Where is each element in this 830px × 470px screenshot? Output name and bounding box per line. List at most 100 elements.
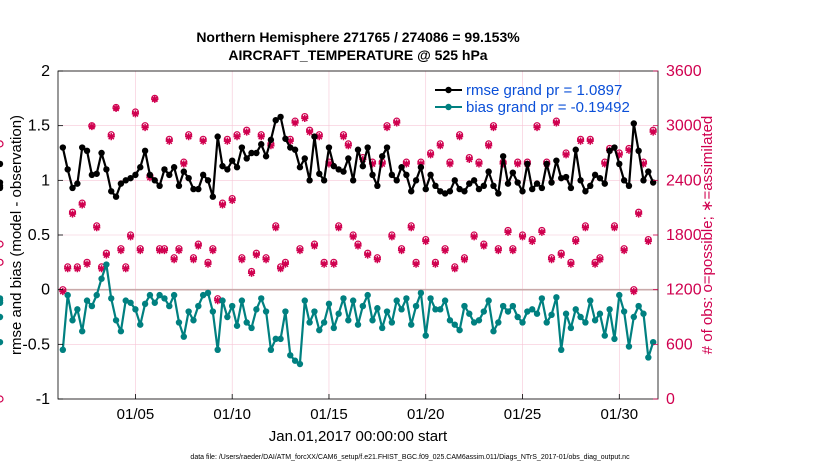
obs-assimilated-point [204,260,212,268]
rmse-point [340,168,347,175]
rmse-point [93,170,100,177]
obs-possible-point [0,140,4,148]
rmse-point [180,168,188,175]
obs-assimilated-point [180,160,188,168]
rmse-point [175,182,183,189]
data-file-footer: data file: /Users/raeder/DAI/ATM_forcXX/… [190,454,630,461]
legend-rmse-marker [445,86,452,94]
bias-point [427,295,434,302]
obs-possible-point [0,240,4,248]
obs-assimilated-point [373,256,381,264]
bias-point [59,346,67,353]
obs-assimilated-point [209,246,217,255]
obs-assimilated-point [88,122,96,131]
obs-assimilated-point [325,160,333,168]
obs-assimilated-point [68,210,77,218]
rmse-point [441,190,449,197]
rmse-point [388,171,396,179]
x-tick-label: 01/10 [213,406,251,423]
bias-point [137,321,144,328]
bias-point [330,324,338,332]
bias-point [403,295,410,302]
obs-possible-point [470,231,478,239]
obs-possible-point [412,258,420,266]
legend-rmse-label: rmse grand pr = 1.0897 [466,82,622,99]
rmse-point [625,182,633,189]
obs-assimilated-point [199,137,207,145]
bias-point [146,291,154,299]
rmse-point [591,171,599,179]
obs-assimilated-point [339,133,348,141]
rmse-point [524,160,531,168]
bias-point [369,317,376,324]
rmse-point [117,180,125,187]
rmse-point [630,120,638,127]
rmse-point [408,188,415,195]
obs-assimilated-point [59,287,67,296]
rmse-point [543,160,550,168]
obs-assimilated-point [238,256,246,264]
obs-assimilated-point [272,224,280,232]
obs-assimilated-point [97,265,106,273]
obs-possible-point [64,263,72,271]
obs-possible-point [518,231,527,239]
obs-assimilated-point [402,160,410,168]
legend: rmse grand pr = 1.0897 bias grand pr = -… [435,82,630,116]
rmse-point [74,180,81,187]
bias-point [548,311,555,319]
obs-possible-point [533,122,541,130]
bias-point [606,306,613,313]
obs-assimilated-point [596,256,604,264]
bias-point [388,319,396,326]
obs-possible-point [349,231,357,239]
rmse-point [596,174,604,182]
obs-assimilated-point [151,95,159,103]
bias-point [233,322,241,329]
obs-assimilated-point [625,146,633,154]
rmse-point [112,193,120,200]
bias-point [190,317,197,324]
rmse-point [359,162,367,170]
rmse-point [166,171,173,179]
y-left-tick-label: 0.5 [28,227,50,244]
bias-point [640,310,647,317]
obs-assimilated-point [107,133,115,141]
obs-assimilated-point [93,224,101,232]
rmse-point [306,177,313,184]
obs-assimilated-point [639,160,648,168]
obs-possible-point [397,245,406,253]
rmse-point [311,133,318,140]
rmse-point [412,177,420,184]
obs-possible-point [306,126,314,134]
bias-point [562,310,570,317]
obs-assimilated-point [330,260,338,268]
rmse-series [0,113,657,200]
rmse-point [572,146,579,153]
obs-assimilated-point [102,251,110,259]
obs-assimilated-point [335,224,343,232]
obs-assimilated-point [383,123,391,132]
obs-possible-point [291,117,299,125]
rmse-point [199,171,207,179]
legend-bias-marker [445,103,452,111]
bias-point [490,328,497,335]
obs-assimilated-point [451,265,459,273]
obs-assimilated-point [218,201,227,209]
bias-point [412,302,420,310]
y-right-tick-label: 1200 [666,282,702,299]
obs-assimilated-point [518,233,527,241]
y-right-tick-label: 2400 [666,172,702,189]
bias-point [287,352,294,359]
bias-point [228,302,236,310]
rmse-point [499,153,507,160]
rmse-point [301,155,308,162]
rmse-point [398,164,405,171]
rmse-point [514,179,521,186]
obs-possible-markers [0,94,657,403]
obs-possible-point [441,245,449,253]
rmse-point [495,190,502,197]
obs-possible-point [320,258,328,266]
bias-point [359,302,367,310]
bias-point [325,300,333,308]
rmse-point [291,146,299,153]
